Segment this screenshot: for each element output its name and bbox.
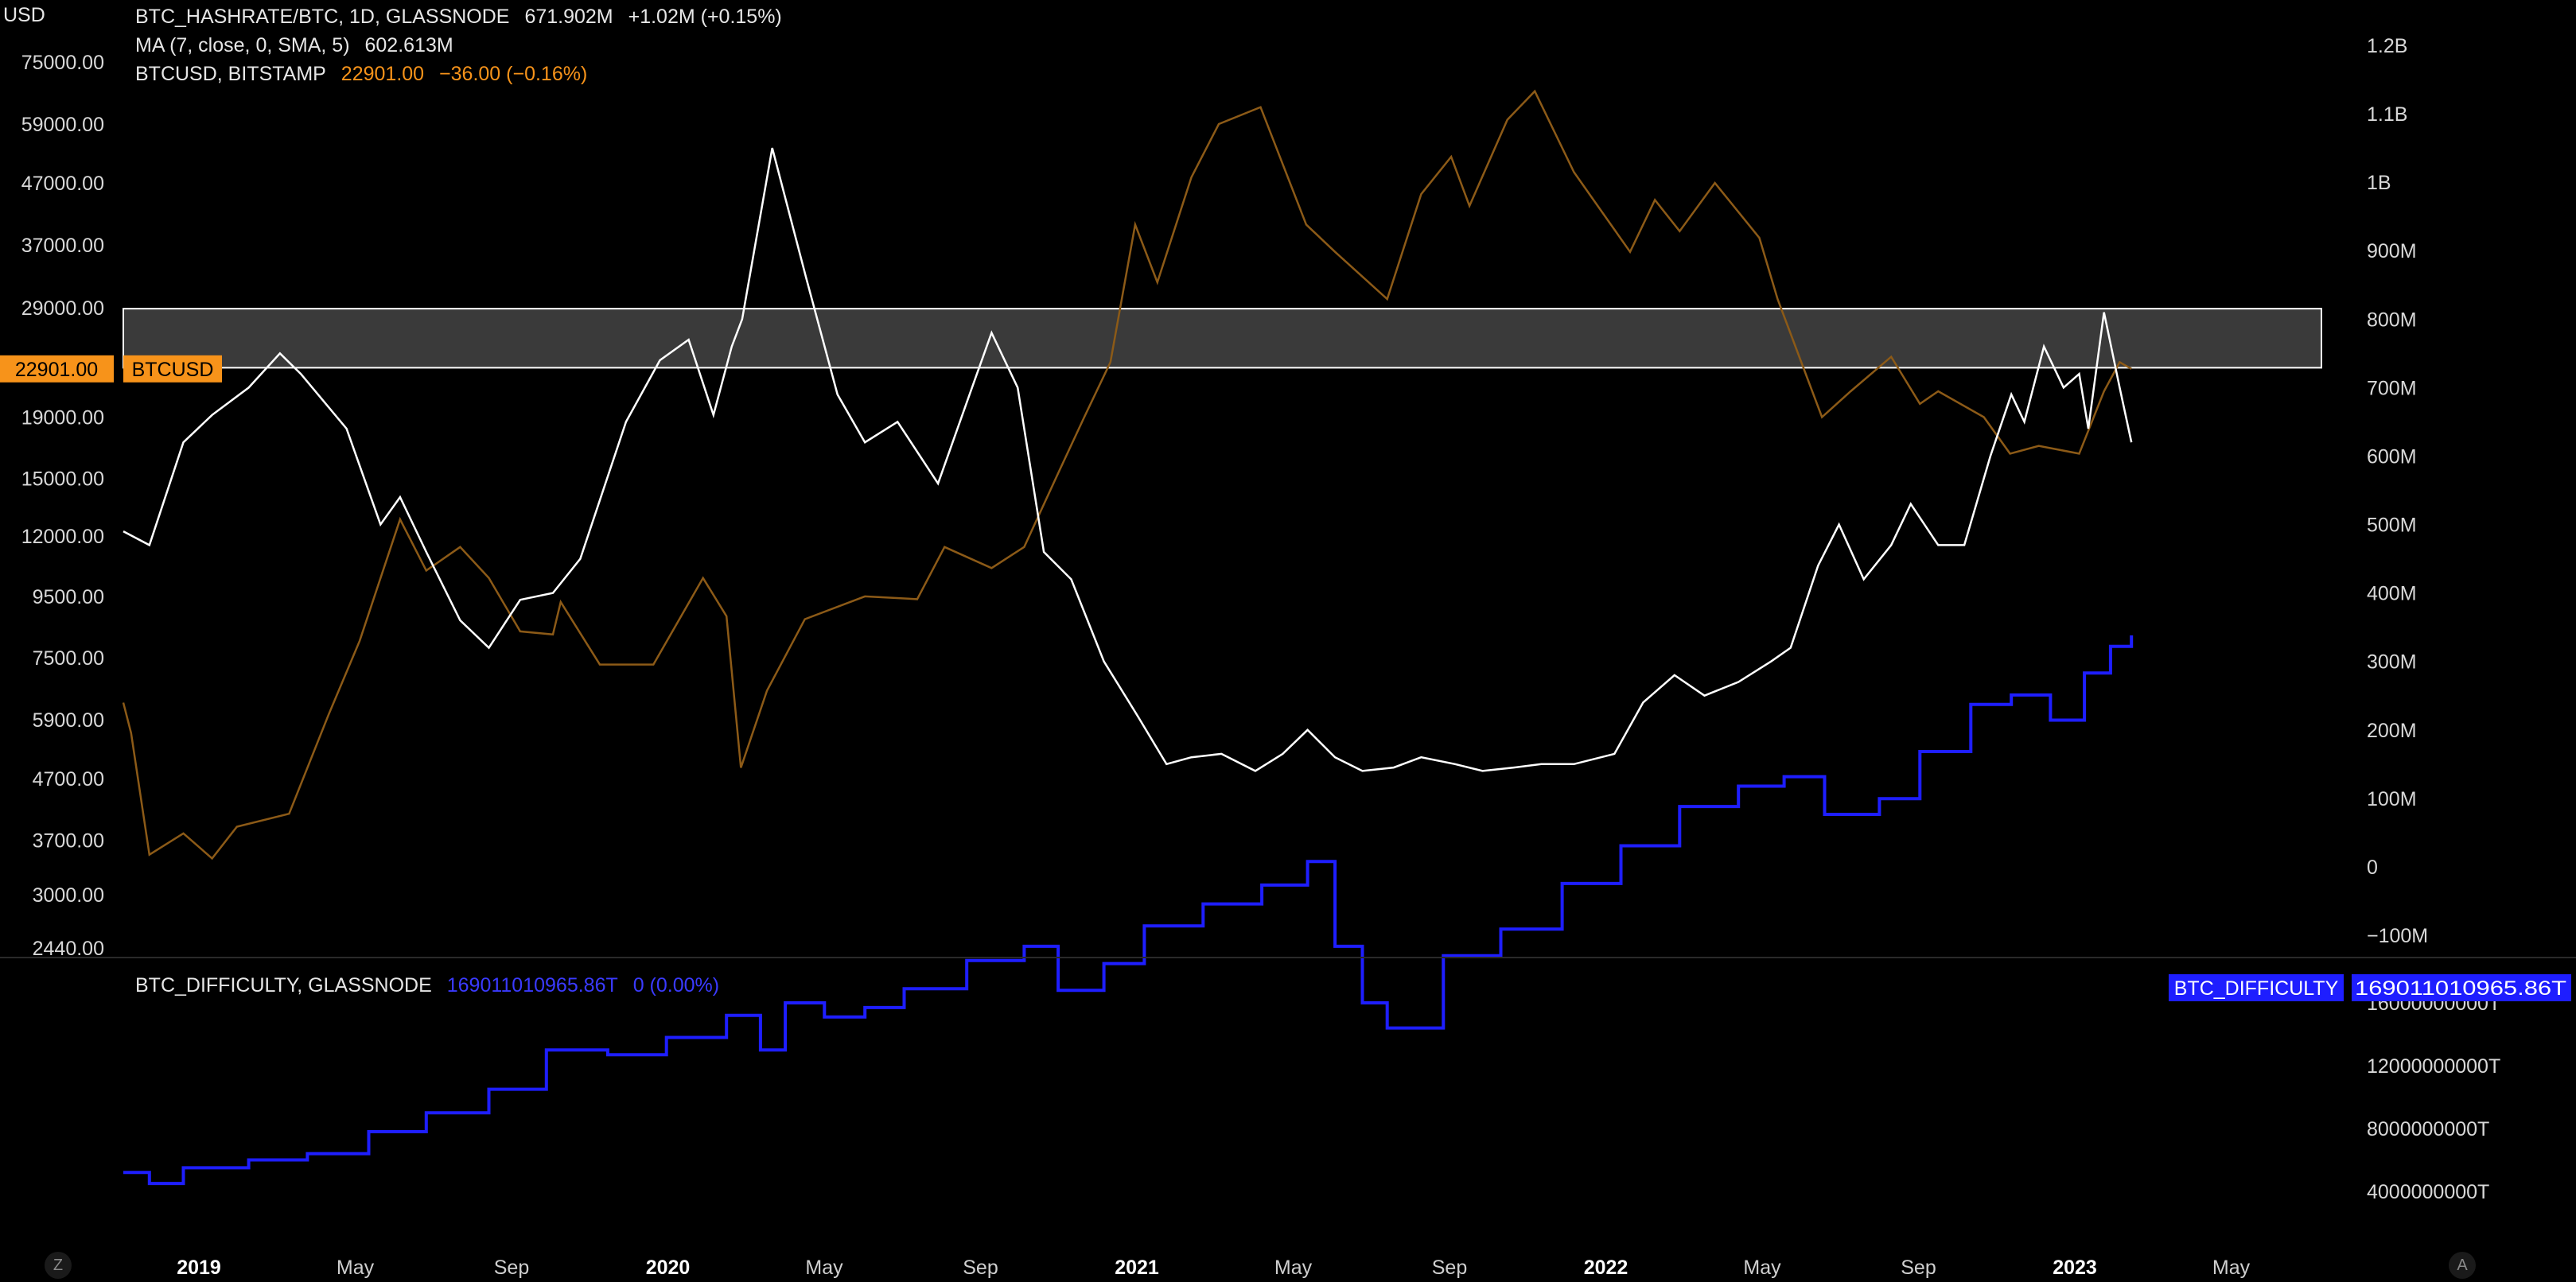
left-tick-label: 9500.00 [33,586,104,608]
time-tick-label: Sep [1901,1257,1936,1279]
time-tick-label: Sep [963,1257,998,1279]
left-tick-label: 59000.00 [21,114,104,136]
btcusd-line [122,89,2132,860]
right-tick-label: 0 [2367,857,2378,879]
left-axis: 75000.00 59000.00 47000.00 37000.00 29000.00… [21,52,104,960]
legend-btcusd-title: BTCUSD, BITSTAMP [135,63,326,85]
left-tick-label: 2440.00 [33,938,104,960]
time-tick-label: 2022 [1584,1257,1628,1279]
right-tick-label: 600M [2367,445,2417,468]
legend-btcusd-change: −36.00 (−0.16%) [439,63,588,85]
difficulty-tick-label: 4000000000T [2367,1181,2489,1203]
left-tick-label: 5900.00 [33,709,104,732]
right-tick-label: 500M [2367,515,2417,537]
legend-difficulty-value: 16901101096​5.86T [446,974,618,996]
zoom-reset-button[interactable]: Z [45,1252,72,1279]
time-tick-label: May [337,1257,375,1279]
series-tag-box [123,355,222,383]
left-tick-label: 7500.00 [33,647,104,670]
left-tick-label: 4700.00 [33,768,104,791]
time-tick-label: 2020 [646,1257,691,1279]
right-tick-label: 900M [2367,240,2417,262]
legend-hashrate-value: 671.902M [524,6,613,28]
legend-difficulty-title: BTC_DIFFICULTY, GLASSNODE [135,974,432,996]
legend-hashrate[interactable]: BTC_HASHRATE/BTC, 1D, GLASSNODE 671.902M… [135,5,792,29]
left-tick-label: 37000.00 [21,235,104,257]
left-tick-label: 19000.00 [21,407,104,429]
time-tick-label: May [805,1257,843,1279]
right-tick-label: 300M [2367,651,2417,674]
legend-hashrate-title: BTC_HASHRATE/BTC, 1D, GLASSNODE [135,6,510,28]
time-tick-label: May [1743,1257,1781,1279]
difficulty-line [123,635,2134,1186]
left-tick-label: 3000.00 [33,884,104,907]
axis-tags: 22901.00 BTCUSD BTC_DIFFICULTY 16901101096​… [0,355,2571,1001]
right-tick-label: 100M [2367,788,2417,810]
right-tick-label: 1.2B [2367,35,2407,57]
right-axis: 1.2B 1.1B 1B 900M 800M 700M 600M 500M 400M 300M 20… [2367,35,2428,947]
legend-hashrate-change: +1.02M (+0.15%) [628,6,782,28]
time-tick-label: May [1274,1257,1313,1279]
left-tick-label: 47000.00 [21,173,104,195]
difficulty-tick-label: 8000000000T [2367,1118,2489,1140]
legend-ma-value: 602.613M [364,34,453,56]
right-tick-label: 700M [2367,377,2417,399]
difficulty-name-tag-label: BTC_DIFFICULTY [2174,977,2339,1000]
series-tag-label: BTCUSD [132,359,214,381]
auto-scale-button[interactable]: A [2449,1252,2476,1279]
left-tick-label: 29000.00 [21,297,104,320]
difficulty-right-axis: 16000000000T12000000000T8000000000T40000… [2367,993,2500,1203]
time-axis: 2019 May Sep 2020 May Sep 2021 May Sep 2022 May Sep… [177,1257,2250,1279]
difficulty-value-tag [2352,974,2571,1001]
right-tick-label: 1.1B [2367,103,2407,126]
difficulty-value-tag-label: 16901101096​5.86T [2355,977,2566,1000]
price-tag-value: 22901.00 [15,359,98,381]
left-tick-label: 3700.00 [33,830,104,853]
right-tick-label: 1B [2367,172,2391,194]
right-tick-label: −100M [2367,925,2428,947]
right-tick-label: 400M [2367,583,2417,605]
legend-ma[interactable]: MA (7, close, 0, SMA, 5) 602.613M [135,33,463,57]
time-tick-label: 2023 [2053,1257,2097,1279]
time-tick-label: 2019 [177,1257,221,1279]
legend-btcusd[interactable]: BTCUSD, BITSTAMP 22901.00 −36.00 (−0.16%… [135,62,597,86]
hashrate-line [123,147,2133,772]
right-tick-label: 200M [2367,720,2417,742]
time-tick-label: Sep [1432,1257,1467,1279]
legend-btcusd-value: 22901.00 [340,63,425,85]
legend-ma-title: MA (7, close, 0, SMA, 5) [135,34,350,56]
left-tick-label: 12000.00 [21,526,104,548]
time-tick-label: May [2212,1257,2251,1279]
legend-difficulty[interactable]: BTC_DIFFICULTY, GLASSNODE 16901101096​5.… [135,973,729,997]
highlight-zone[interactable] [123,308,2322,369]
difficulty-tick-label: 12000000000T [2367,1055,2500,1078]
left-tick-label: 15000.00 [21,468,104,490]
time-tick-label: 2021 [1115,1257,1159,1279]
right-tick-label: 800M [2367,309,2417,331]
price-tag-box [0,355,114,383]
time-tick-label: Sep [494,1257,529,1279]
legend-difficulty-change: 0 (0.00%) [632,974,720,996]
unit-label: USD [3,4,45,26]
left-tick-label: 75000.00 [21,52,104,74]
difficulty-name-tag [2169,974,2344,1001]
